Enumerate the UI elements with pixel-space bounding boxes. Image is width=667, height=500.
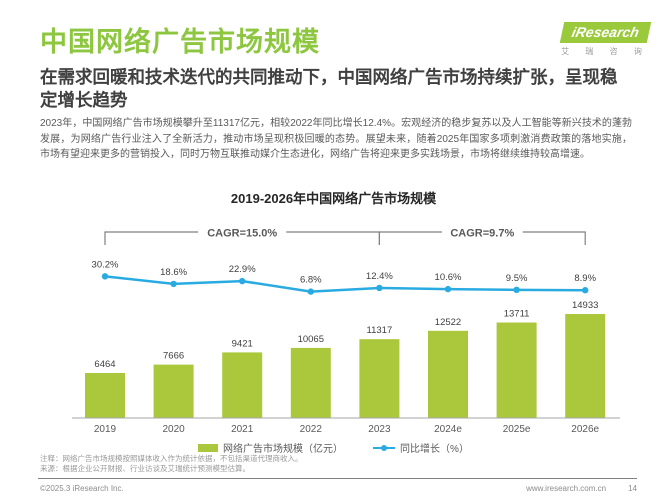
bar-2024e: [428, 330, 468, 418]
x-tick-2021: 2021: [231, 424, 254, 435]
section-subtitle: 在需求回暖和技术迭代的共同推动下，中国网络广告市场持续扩张，呈现稳定增长趋势: [40, 67, 618, 110]
x-tick-2019: 2019: [94, 424, 117, 435]
bar-2019: [85, 372, 125, 418]
iresearch-logo-subtext: 艾 瑞 咨 询: [561, 47, 649, 56]
growth-label-2021: 22.9%: [229, 264, 256, 275]
page-title: 中国网络广告市场规模: [40, 27, 320, 57]
footnotes: 注释：网络广告市场规模按照媒体收入作为统计依据，不包括渠道代理商收入。 来源：根…: [40, 454, 303, 473]
footnote-source: 来源：根据企业公开财报、行业访谈及艾瑞统计预测模型估算。: [40, 463, 250, 473]
x-tick-2026e: 2026e: [571, 424, 599, 435]
x-tick-2022: 2022: [300, 424, 323, 435]
bar-2022: [290, 347, 331, 418]
bar-2020: [153, 364, 194, 418]
footer-copyright: ©2025.3 iResearch Inc.: [40, 484, 124, 493]
growth-point-2019: [101, 273, 109, 280]
bar-value-2021: 9421: [232, 338, 253, 349]
bar-series-swatch-icon: [198, 443, 219, 452]
growth-label-2022: 6.8%: [300, 275, 322, 286]
bar-2023: [359, 339, 400, 418]
growth-label-2025e: 9.5%: [506, 273, 528, 284]
x-tick-2024e: 2024e: [434, 424, 462, 435]
cagr-label-bg-1: [441, 225, 523, 239]
growth-label-2026e: 8.9%: [574, 273, 596, 284]
cagr-label-bg-0: [198, 225, 287, 239]
bar-value-2022: 10065: [298, 334, 324, 345]
body-paragraph: 2023年，中国网络广告市场规模攀升至11317亿元，相较2022年同比增长12…: [40, 118, 632, 160]
x-tick-2025e: 2025e: [503, 424, 531, 435]
bar-2021: [222, 352, 263, 418]
footer-website[interactable]: www.iresearch.com.cn: [526, 484, 607, 493]
footer: ©2025.3 iResearch Inc. www.iresearch.com…: [40, 484, 637, 493]
growth-label-2020: 18.6%: [160, 267, 187, 278]
footnote-note: 注释：网络广告市场规模按照媒体收入作为统计依据，不包括渠道代理商收入。: [40, 454, 303, 463]
bar-value-2019: 6464: [94, 359, 115, 370]
iresearch-logo: iResearch 艾 瑞 咨 询: [557, 22, 653, 57]
footer-page-number: 14: [628, 484, 637, 493]
growth-line: [104, 275, 586, 293]
growth-point-2024e: [444, 285, 452, 293]
bar-value-2020: 7666: [163, 351, 184, 362]
chart-legend: 网络广告市场规模（亿元） 同比增长（%）: [0, 440, 667, 455]
legend-label-line-series: 同比增长（%）: [400, 444, 469, 455]
bar-value-2026e: 14933: [572, 300, 598, 311]
legend-item-line-series: 同比增长（%）: [373, 440, 469, 455]
line-series-swatch-icon: [373, 444, 396, 452]
legend-label-bar-series: 网络广告市场规模（亿元）: [223, 444, 344, 455]
growth-point-2025e: [513, 286, 520, 294]
cagr-label-1: CAGR=9.7%: [450, 228, 514, 240]
bar-value-2025e: 13711: [504, 309, 530, 320]
chart-title: 2019-2026年中国网络广告市场规模: [230, 191, 437, 206]
growth-label-2023: 12.4%: [366, 271, 393, 282]
growth-point-2022: [307, 288, 314, 295]
growth-label-2024e: 10.6%: [435, 272, 462, 283]
market-size-chart: CAGR=15.0% CAGR=9.7% 6464 7666 9421 10065 1131…: [72, 225, 620, 435]
bar-2026e: [565, 314, 606, 418]
iresearch-logo-mark: iResearch: [559, 22, 651, 43]
growth-point-2021: [239, 277, 246, 285]
growth-point-2020: [170, 280, 177, 288]
growth-point-2023: [376, 284, 383, 292]
growth-label-2019: 30.2%: [92, 259, 119, 270]
legend-item-bar-series: 网络广告市场规模（亿元）: [198, 440, 343, 455]
x-tick-2023: 2023: [368, 424, 391, 435]
footer-divider: [38, 478, 637, 479]
bar-2025e: [496, 322, 537, 418]
bar-value-2024e: 12522: [435, 317, 461, 328]
growth-point-2026e: [582, 287, 589, 294]
x-tick-2020: 2020: [162, 424, 185, 435]
bar-value-2023: 11317: [367, 325, 393, 336]
cagr-label-0: CAGR=15.0%: [207, 228, 277, 240]
